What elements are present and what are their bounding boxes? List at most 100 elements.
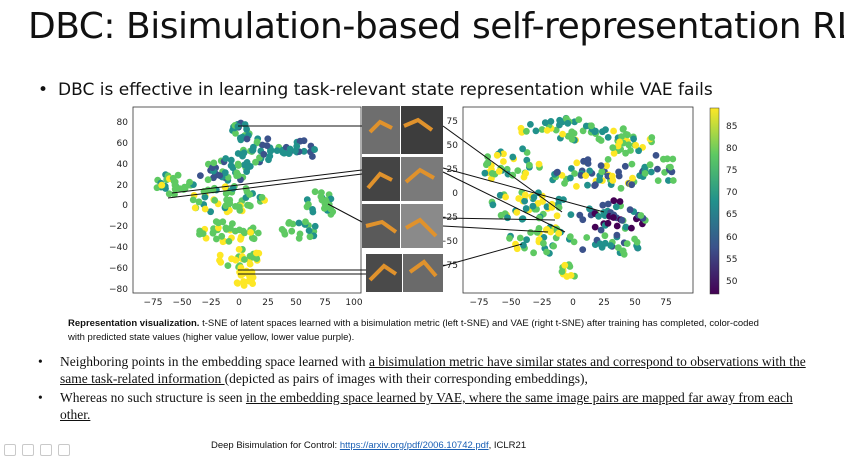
caption-text: t-SNE of latent spaces learned with a bi…	[68, 318, 759, 343]
scatter-point	[604, 156, 612, 163]
scatter-point	[196, 227, 204, 235]
scatter-point	[226, 199, 234, 207]
scatter-point	[535, 160, 543, 168]
left-x-tick-label: 25	[262, 298, 273, 308]
scatter-point	[288, 227, 296, 235]
colorbar-tick-label: 75	[726, 166, 737, 176]
scatter-point	[616, 198, 624, 205]
scatter-point	[629, 174, 636, 182]
left-x-tick-label: 0	[236, 298, 242, 308]
scatter-point	[568, 165, 575, 172]
paper-link[interactable]: https://arxiv.org/pdf/2006.10742.pdf	[339, 440, 489, 451]
scatter-point	[241, 229, 249, 237]
pen-icon[interactable]	[4, 444, 16, 456]
scatter-point	[495, 168, 503, 175]
scatter-point	[630, 135, 637, 143]
tsne-figure: −75 −50 −25 0 25 50 75 100 80 60 40 20 0 −20 −40 −60 −8…	[109, 106, 738, 308]
left-y-tick-label: 40	[117, 160, 129, 170]
scatter-point	[201, 205, 209, 213]
scatter-point	[547, 118, 555, 125]
scatter-point	[158, 181, 166, 189]
right-y-tick-label: −75	[439, 261, 458, 271]
scatter-point	[210, 174, 217, 182]
scatter-point	[623, 240, 631, 248]
scatter-point	[521, 197, 528, 205]
left-y-tick-label: 20	[117, 181, 129, 191]
scatter-point	[218, 232, 226, 240]
scatter-point	[504, 214, 511, 222]
scatter-point	[241, 256, 248, 263]
right-y-tick-label: 25	[447, 165, 458, 175]
scatter-point	[213, 235, 220, 243]
zoom-icon[interactable]	[40, 444, 52, 456]
scatter-point	[558, 268, 566, 275]
scatter-point	[215, 219, 222, 227]
scatter-point	[613, 222, 621, 230]
left-y-tick-label: −20	[109, 222, 128, 232]
scatter-point	[619, 247, 627, 255]
scatter-point	[543, 248, 550, 256]
image-pair-3	[362, 204, 443, 248]
right-scatter	[481, 114, 677, 280]
scatter-point	[165, 190, 173, 198]
scatter-point	[602, 126, 609, 134]
scatter-point	[573, 159, 581, 167]
scatter-point	[647, 168, 655, 176]
scatter-point	[654, 177, 662, 185]
scatter-point	[242, 269, 250, 277]
menu-icon[interactable]	[58, 444, 70, 456]
scatter-point	[582, 122, 590, 130]
scatter-point	[258, 194, 266, 201]
scatter-point	[566, 233, 574, 241]
footer-citation: Deep Bisimulation for Control: https://a…	[211, 440, 526, 451]
image-pair-1	[362, 106, 443, 154]
left-y-tick-label: −40	[109, 243, 128, 253]
scatter-point	[216, 251, 224, 259]
right-x-ticks: −75 −50 −25 0 25 50 75	[470, 298, 672, 308]
scatter-point	[278, 226, 286, 233]
left-x-tick-label: 75	[319, 298, 330, 308]
scatter-point	[489, 201, 497, 209]
scatter-point	[247, 202, 254, 210]
scatter-point	[599, 201, 607, 209]
right-x-tick-label: 75	[660, 298, 671, 308]
scatter-point	[591, 182, 598, 190]
scatter-point	[311, 146, 318, 153]
scatter-point	[584, 160, 592, 167]
connector-lines	[167, 125, 605, 275]
scatter-point	[235, 246, 243, 253]
figure-caption: Representation visualization. t-SNE of l…	[68, 317, 768, 345]
scatter-point	[235, 162, 242, 169]
scatter-point	[612, 203, 620, 211]
scatter-point	[625, 141, 633, 149]
scatter-point	[211, 197, 219, 204]
scatter-point	[302, 218, 309, 226]
explanation-list: • Neighboring points in the embedding spa…	[38, 353, 818, 425]
scatter-point	[622, 223, 630, 231]
scatter-point	[234, 280, 242, 287]
scatter-point	[522, 205, 530, 212]
copy-icon[interactable]	[22, 444, 34, 456]
scatter-point	[246, 252, 254, 260]
scatter-point	[609, 144, 617, 152]
scatter-point	[500, 158, 507, 165]
scatter-point	[252, 158, 259, 166]
scatter-point	[552, 126, 560, 134]
scatter-point	[520, 173, 528, 181]
scatter-point	[618, 216, 626, 224]
scatter-point	[579, 216, 587, 224]
scatter-point	[309, 208, 317, 216]
right-x-tick-label: 50	[629, 298, 641, 308]
scatter-point	[509, 153, 517, 161]
scatter-point	[227, 156, 235, 164]
scatter-point	[253, 255, 261, 262]
colorbar	[709, 107, 720, 295]
scatter-point	[570, 238, 578, 246]
scatter-point	[259, 141, 266, 149]
scatter-point	[521, 191, 529, 199]
scatter-point	[523, 127, 530, 135]
scatter-point	[610, 149, 618, 157]
scatter-point	[610, 214, 617, 221]
scatter-point	[617, 184, 625, 192]
right-x-tick-label: −75	[470, 298, 489, 308]
